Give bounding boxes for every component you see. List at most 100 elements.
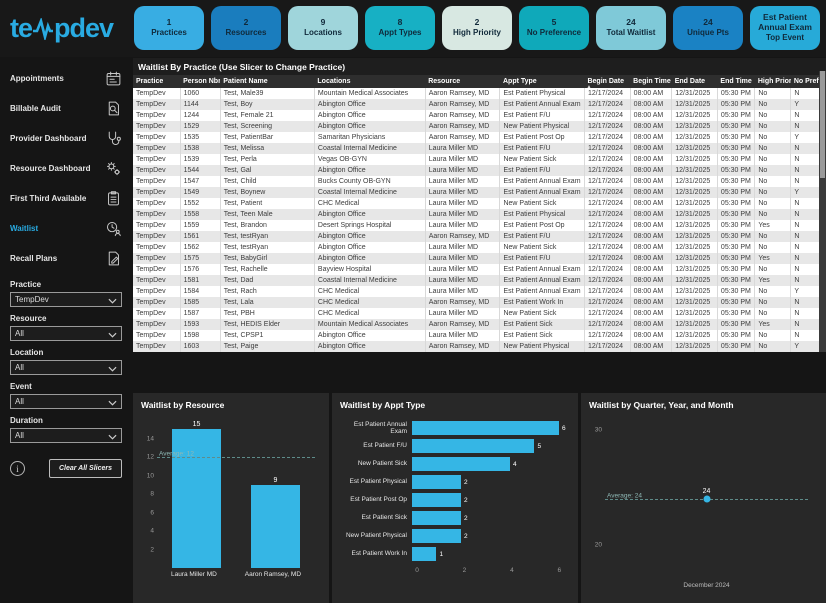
bar-aaron-ramsey-md[interactable]: 9 bbox=[241, 420, 311, 568]
table-row[interactable]: TempDev 1547 Test, Child Bucks County OB-GY… bbox=[133, 176, 826, 187]
table-row[interactable]: TempDev 1060 Test, Male39 Mountain Medical … bbox=[133, 88, 826, 99]
table-row[interactable]: TempDev 1559 Test, Brandon Desert Springs H… bbox=[133, 220, 826, 231]
table-row[interactable]: TempDev 1549 Test, Boynew Coastal Internal … bbox=[133, 187, 826, 198]
column-header-locations[interactable]: Locations bbox=[314, 75, 426, 88]
nav-item-label: Recall Plans bbox=[10, 253, 58, 263]
table-cell: No bbox=[754, 231, 792, 242]
hbar[interactable] bbox=[412, 547, 437, 561]
table-row[interactable]: TempDev 1587 Test, PBH CHC Medical Laura Mil… bbox=[133, 308, 826, 319]
sidebar-item-recall-plans[interactable]: Recall Plans bbox=[10, 243, 122, 273]
sidebar-item-provider-dashboard[interactable]: Provider Dashboard bbox=[10, 123, 122, 153]
table-row[interactable]: TempDev 1544 Test, Gal Abington Office Laura… bbox=[133, 165, 826, 176]
table-scrollbar[interactable] bbox=[819, 71, 826, 352]
table-cell: 12/17/2024 bbox=[584, 297, 631, 308]
column-header-no-preference[interactable]: No Preference bbox=[790, 75, 826, 88]
kpi-card-top-event[interactable]: Est Patient Annual Exam Top Event bbox=[750, 6, 820, 50]
average-line: Average: 12 bbox=[157, 450, 315, 458]
table-row[interactable]: TempDev 1552 Test, Patient CHC Medical Laura… bbox=[133, 198, 826, 209]
slicer-label: Location bbox=[10, 348, 44, 357]
hbar[interactable] bbox=[412, 439, 535, 453]
table-row[interactable]: TempDev 1562 Test, testRyan Abington Office… bbox=[133, 242, 826, 253]
table-cell: Est Patient Sick bbox=[499, 319, 585, 330]
hbar[interactable] bbox=[412, 511, 461, 525]
table-cell: 1584 bbox=[180, 286, 221, 297]
table-cell: Abington Office bbox=[314, 253, 426, 264]
slicer-dropdown-resource[interactable]: All bbox=[10, 326, 122, 341]
table-row[interactable]: TempDev 1585 Test, Lala CHC Medical Aaron Ra… bbox=[133, 297, 826, 308]
column-header-high-priority[interactable]: High Priority bbox=[754, 75, 791, 88]
table-row[interactable]: TempDev 1535 Test, PatientBar Samaritan Phy… bbox=[133, 132, 826, 143]
sidebar-item-resource-dashboard[interactable]: Resource Dashboard bbox=[10, 153, 122, 183]
bar-laura-miller-md[interactable]: 15 bbox=[162, 420, 232, 568]
sidebar-item-appointments[interactable]: Appointments bbox=[10, 63, 122, 93]
kpi-card-locations[interactable]: 9 Locations bbox=[288, 6, 358, 50]
column-header-patient-name[interactable]: Patient Name bbox=[220, 75, 315, 88]
table-cell: Test, testRyan bbox=[220, 242, 315, 253]
kpi-card-practices[interactable]: 1 Practices bbox=[134, 6, 204, 50]
sidebar-item-waitlist[interactable]: Waitlist bbox=[10, 213, 122, 243]
sidebar-item-billable-audit[interactable]: Billable Audit bbox=[10, 93, 122, 123]
scrollbar-thumb[interactable] bbox=[820, 71, 825, 178]
hbar[interactable] bbox=[412, 493, 461, 507]
column-header-begin-time[interactable]: Begin Time bbox=[630, 75, 672, 88]
table-cell: Abington Office bbox=[314, 110, 426, 121]
table-cell: Coastal Internal Medicine bbox=[314, 187, 426, 198]
table-row[interactable]: TempDev 1244 Test, Female 21 Abington Offic… bbox=[133, 110, 826, 121]
table-row[interactable]: TempDev 1584 Test, Rach CHC Medical Laura Mi… bbox=[133, 286, 826, 297]
kpi-card-no-preference[interactable]: 5 No Preference bbox=[519, 6, 589, 50]
kpi-card-unique-pts[interactable]: 24 Unique Pts bbox=[673, 6, 743, 50]
column-header-appt-type[interactable]: Appt Type bbox=[499, 75, 585, 88]
table-row[interactable]: TempDev 1529 Test, Screening Abington Offic… bbox=[133, 121, 826, 132]
slicer-dropdown-practice[interactable]: TempDev bbox=[10, 292, 122, 307]
kpi-card-resources[interactable]: 2 Resources bbox=[211, 6, 281, 50]
table-row[interactable]: TempDev 1538 Test, Melissa Coastal Internal… bbox=[133, 143, 826, 154]
table-row[interactable]: TempDev 1603 Test, Paige Abington Office Aar… bbox=[133, 341, 826, 352]
table-row[interactable]: TempDev 1558 Test, Teen Male Abington Offic… bbox=[133, 209, 826, 220]
kpi-label: Total Waitlist bbox=[606, 28, 656, 38]
table-cell: No bbox=[754, 198, 792, 209]
column-header-person-nbr[interactable]: Person Nbr bbox=[180, 75, 221, 88]
column-header-practice[interactable]: Practice bbox=[133, 75, 181, 88]
data-point[interactable] bbox=[703, 495, 710, 503]
bar-value-label: 9 bbox=[273, 476, 278, 484]
table-row[interactable]: TempDev 1581 Test, Dad Coastal Internal Med… bbox=[133, 275, 826, 286]
table-cell: TempDev bbox=[133, 99, 181, 110]
table-cell: No bbox=[754, 132, 792, 143]
table-row[interactable]: TempDev 1539 Test, Perla Vegas OB-GYN Laura … bbox=[133, 154, 826, 165]
hbar[interactable] bbox=[412, 421, 559, 435]
table-row[interactable]: TempDev 1561 Test, testRyan Abington Office… bbox=[133, 231, 826, 242]
hbar-category-label: New Patient Sick bbox=[357, 460, 407, 468]
table-cell: Est Patient Sick bbox=[499, 330, 585, 341]
slicer-dropdown-duration[interactable]: All bbox=[10, 428, 122, 443]
slicer-dropdown-event[interactable]: All bbox=[10, 394, 122, 409]
table-cell: Coastal Internal Medicine bbox=[314, 275, 426, 286]
table-cell: No bbox=[754, 264, 792, 275]
column-header-end-time[interactable]: End Time bbox=[717, 75, 755, 88]
table-cell: 12/17/2024 bbox=[584, 198, 631, 209]
column-header-end-date[interactable]: End Date bbox=[671, 75, 718, 88]
table-cell: 05:30 PM bbox=[717, 154, 756, 165]
hbar[interactable] bbox=[412, 457, 510, 471]
table-row[interactable]: TempDev 1576 Test, Rachelle Bayview Hospita… bbox=[133, 264, 826, 275]
sidebar-item-first-third-available[interactable]: First Third Available bbox=[10, 183, 122, 213]
hbar-category-label: Est Patient Sick bbox=[361, 514, 407, 522]
hbar[interactable] bbox=[412, 475, 461, 489]
nav-item-label: Resource Dashboard bbox=[10, 163, 91, 173]
kpi-card-total-waitlist[interactable]: 24 Total Waitlist bbox=[596, 6, 666, 50]
table-row[interactable]: TempDev 1598 Test, CPSP1 Abington Office Lau… bbox=[133, 330, 826, 341]
kpi-card-appt-types[interactable]: 8 Appt Types bbox=[365, 6, 435, 50]
column-header-resource[interactable]: Resource bbox=[425, 75, 500, 88]
column-header-begin-date[interactable]: Begin Date ▲ bbox=[584, 75, 631, 88]
table-row[interactable]: TempDev 1575 Test, BabyGirl Abington Office… bbox=[133, 253, 826, 264]
table-row[interactable]: TempDev 1144 Test, Boy Abington Office Aaron… bbox=[133, 99, 826, 110]
hbar[interactable] bbox=[412, 529, 461, 543]
clear-all-slicers-button[interactable]: Clear All Slicers bbox=[48, 459, 122, 478]
chevron-down-icon bbox=[108, 325, 117, 343]
table-cell: TempDev bbox=[133, 275, 181, 286]
kpi-card-high-priority[interactable]: 2 High Priority bbox=[442, 6, 512, 50]
table-cell: Test, Patient bbox=[220, 198, 315, 209]
info-icon[interactable]: i bbox=[10, 461, 25, 476]
table-cell: No bbox=[754, 110, 792, 121]
slicer-dropdown-location[interactable]: All bbox=[10, 360, 122, 375]
table-row[interactable]: TempDev 1593 Test, HEDIS Elder Mountain Med… bbox=[133, 319, 826, 330]
